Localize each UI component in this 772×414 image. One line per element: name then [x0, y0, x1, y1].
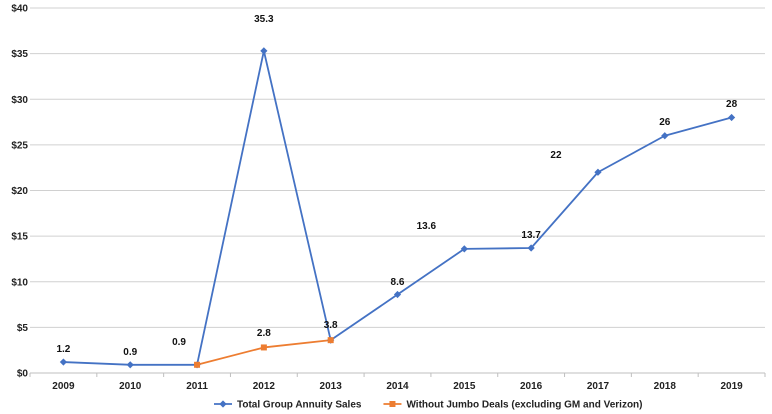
- series-1-point: [527, 244, 535, 252]
- y-axis-tick-labels: $0 $5 $10 $15 $20 $25 $30 $35 $40: [11, 4, 28, 380]
- series-2-point: [260, 344, 267, 351]
- data-label: 22: [550, 150, 562, 161]
- x-tick-label: 2016: [520, 381, 543, 392]
- legend-marker: [389, 401, 396, 407]
- series-1-point: [661, 132, 669, 140]
- series-1-point: [594, 168, 602, 176]
- x-tick-label: 2017: [587, 381, 610, 392]
- series-2-point: [327, 337, 334, 344]
- series-1-point: [460, 245, 468, 253]
- series-2-point: [194, 361, 201, 368]
- x-tick-label: 2015: [453, 381, 476, 392]
- data-label: 13.6: [417, 221, 437, 232]
- x-tick-label: 2012: [253, 381, 276, 392]
- legend-marker: [219, 400, 227, 408]
- data-label: 13.7: [521, 230, 541, 241]
- x-axis-tick-labels: 2009 2010 2011 2012 2013 2014 2015 2016 2017 2018…: [29, 373, 766, 392]
- gridlines: [30, 7, 765, 374]
- y-tick-label: $0: [17, 369, 29, 380]
- y-tick-label: $35: [11, 49, 28, 60]
- data-label: 2.8: [257, 328, 271, 339]
- data-label: 0.9: [172, 337, 186, 348]
- data-label: 8.6: [391, 277, 405, 288]
- y-tick-label: $25: [11, 140, 28, 151]
- series-line-1: [63, 49, 732, 366]
- series-1-point: [126, 361, 134, 369]
- legend-label: Without Jumbo Deals (excluding GM and Ve…: [406, 400, 642, 411]
- x-tick-label: 2011: [186, 381, 208, 392]
- y-tick-label: $15: [11, 232, 28, 243]
- x-tick-label: 2009: [52, 381, 75, 392]
- series-1-point: [393, 290, 402, 299]
- data-label: 0.9: [123, 347, 137, 358]
- data-label: 1.2: [56, 344, 70, 355]
- series-markers: [59, 47, 736, 369]
- x-tick-label: 2014: [386, 381, 409, 392]
- series-1-point: [260, 47, 268, 55]
- series-1-point: [727, 113, 736, 122]
- series-lines: [63, 49, 732, 366]
- y-tick-label: $40: [11, 4, 28, 15]
- x-tick-label: 2018: [654, 381, 677, 392]
- series-1-point: [59, 358, 68, 366]
- x-tick-label: 2013: [320, 381, 343, 392]
- y-tick-label: $10: [11, 277, 28, 288]
- series-line-2: [196, 339, 331, 366]
- legend-label: Total Group Annuity Sales: [237, 400, 362, 411]
- y-tick-label: $30: [11, 95, 28, 106]
- legend: Total Group Annuity Sales Without Jumbo D…: [214, 400, 643, 411]
- data-labels: 1.2 0.9 0.9 35.3 2.8 3.8 8.6 13.6 13.7 22 26 28: [56, 14, 737, 358]
- data-label: 28: [726, 99, 738, 110]
- data-label: 26: [659, 117, 671, 128]
- x-tick-label: 2010: [119, 381, 142, 392]
- y-tick-label: $5: [17, 323, 29, 334]
- x-tick-label: 2019: [720, 381, 743, 392]
- data-label: 3.8: [324, 320, 338, 331]
- y-tick-label: $20: [11, 186, 28, 197]
- data-label: 35.3: [254, 14, 274, 25]
